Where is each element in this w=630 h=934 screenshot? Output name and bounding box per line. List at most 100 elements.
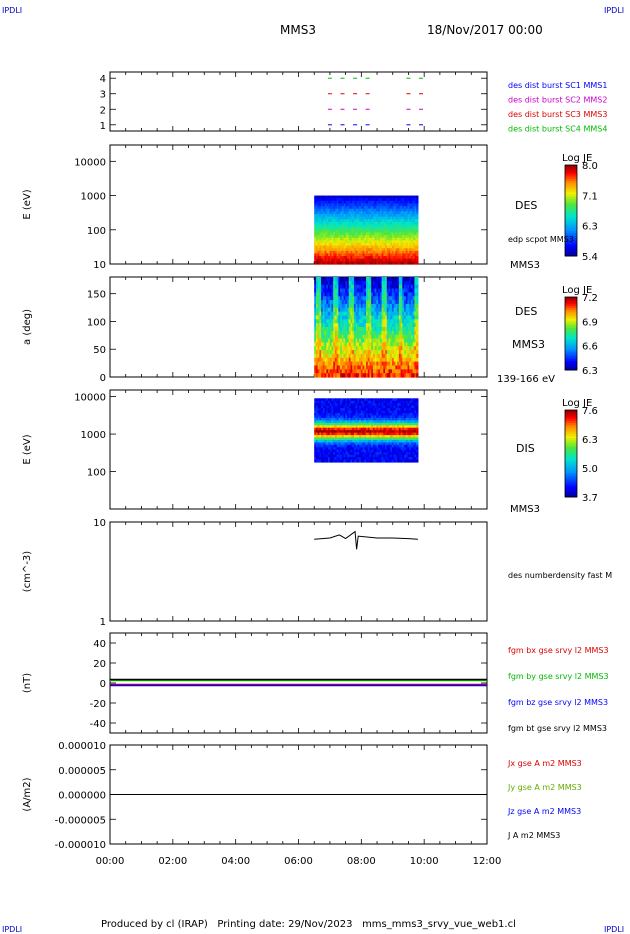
pitch-angle-cell [336,373,339,378]
dis-energy-cell [326,435,329,439]
pitch-angle-cell [341,319,345,324]
pitch-angle-cell [400,373,403,378]
des-energy-cell [400,203,403,207]
des-energy-cell [347,208,350,212]
des-energy-cell [355,221,359,226]
des-energy-cell [385,242,388,247]
dis-energy-cell [369,452,372,456]
pitch-angle-cell [383,307,386,313]
pitch-angle-cell [340,361,343,367]
des-energy-cell [347,232,350,236]
pitch-angle-cell [390,330,393,336]
pitch-angle-cell [416,338,419,343]
des-energy-cell [315,229,319,234]
des-energy-cell [366,216,369,220]
pitch-angle-cell [314,350,317,355]
dis-energy-cell [341,413,345,417]
dis-energy-cell [321,432,324,436]
pitch-angle-cell [326,334,329,340]
des-energy-cell [322,253,326,257]
pitch-angle-cell [353,327,357,332]
des-energy-cell [412,211,416,215]
des-energy-cell [397,221,400,226]
des-energy-cell [333,256,336,260]
des-energy-cell [412,200,416,205]
des-energy-cell [404,232,407,236]
pitch-angle-cell [343,315,346,320]
pitch-angle-cell [355,307,359,313]
pitch-angle-cell [317,346,320,351]
dis-energy-cell [315,400,319,404]
des-energy-cell [315,200,319,205]
dis-energy-cell [402,432,405,436]
des-energy-cell [405,195,409,199]
dis-energy-cell [407,449,410,453]
dis-energy-cell [402,454,405,458]
dis-energy-cell [397,430,400,434]
pitch-angle-cell [343,365,346,370]
dis-energy-cell [367,452,371,456]
pitch-angle-cell [324,296,327,301]
dis-energy-cell [371,454,374,458]
des-energy-cell [314,195,317,199]
des-energy-cell [350,211,353,215]
des-energy-cell [353,256,357,260]
pitch-angle-cell [397,346,400,351]
des-energy-cell [353,200,357,205]
pitch-angle-cell [405,350,409,355]
des-energy-cell [381,211,384,215]
dis-energy-cell [324,459,327,463]
pitch-angle-cell [364,303,367,309]
dis-energy-cell [314,447,317,451]
pitch-angle-cell [405,277,409,282]
dis-energy-cell [347,400,350,404]
pitch-angle-cell [350,373,353,378]
dis-energy-cell [402,403,405,407]
dis-energy-cell [404,437,407,441]
des-energy-cell [381,203,384,207]
pitch-angle-cell [367,292,371,297]
dis-energy-cell [324,444,327,448]
dis-energy-cell [362,408,365,412]
dis-energy-cell [379,442,383,446]
pitch-angle-cell [390,346,393,351]
pitch-angle-cell [372,277,376,282]
pitch-angle-cell [404,300,407,305]
des-energy-cell [400,240,403,244]
pitch-angle-cell [360,277,364,282]
pitch-angle-cell [319,300,322,305]
dis-energy-cell [376,415,379,419]
des-energy-cell [404,227,407,231]
des-energy-cell [355,235,359,239]
des-energy-cell [391,213,395,218]
des-energy-cell [372,248,376,252]
dis-energy-cell [348,425,352,429]
dis-energy-cell [409,410,412,414]
des-energy-cell [322,229,326,234]
dis-energy-cell [369,405,372,409]
dis-energy-cell [338,408,341,412]
des-energy-cell [379,206,383,210]
pitch-angle-cell [366,323,369,328]
des-energy-cell [314,229,317,234]
pitch-angle-cell [329,323,333,328]
pitch-angle-cell [343,369,346,374]
des-energy-cell [333,248,336,252]
dis-energy-cell [395,439,398,443]
pitch-angle-cell [369,338,372,343]
des-energy-cell [388,240,391,244]
dis-energy-cell [385,449,388,453]
dis-energy-cell [409,447,412,451]
pitch-angle-cell [381,350,384,355]
colorbar-cell [565,329,577,333]
pitch-angle-cell [385,307,388,313]
des-energy-cell [328,224,331,228]
dis-energy-cell [359,420,362,424]
pitch-angle-cell [367,361,371,367]
pitch-angle-cell [324,338,327,343]
pitch-angle-cell [371,303,374,309]
des-energy-cell [334,208,338,212]
dis-energy-cell [331,439,334,443]
pitch-angle-cell [334,284,338,290]
pitch-angle-cell [334,330,338,336]
